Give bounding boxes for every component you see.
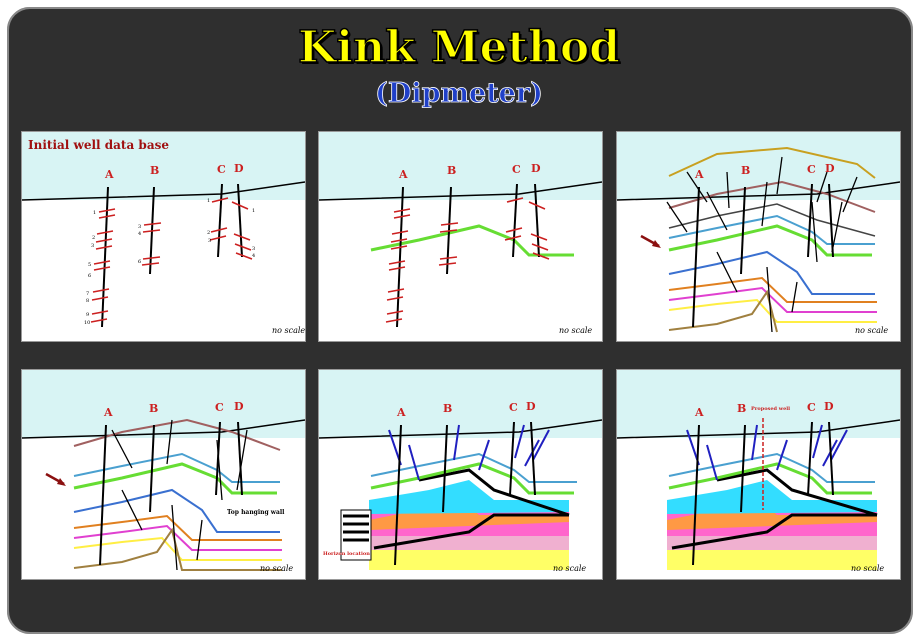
well-label-d: D — [825, 162, 835, 175]
svg-text:1: 1 — [207, 198, 210, 204]
panel-6: Proposed well A B C D no scale — [616, 369, 901, 580]
no-scale-label: no scale — [851, 564, 884, 573]
svg-text:8: 8 — [86, 298, 89, 304]
proposed-well-label: Proposed well — [751, 406, 790, 412]
panel-2: A B C D no scale — [318, 131, 603, 342]
well-label-a: A — [396, 406, 406, 419]
svg-text:4: 4 — [138, 231, 141, 237]
well-label-a: A — [694, 406, 704, 419]
svg-text:3: 3 — [138, 224, 141, 230]
well-label-b: B — [447, 164, 456, 177]
sky — [617, 132, 900, 200]
well-label-a: A — [398, 168, 408, 181]
slide-title: Kink Method — [297, 21, 620, 74]
no-scale-label: no scale — [855, 326, 888, 335]
well-label-a: A — [694, 168, 704, 181]
well-d — [237, 183, 243, 258]
svg-text:9: 9 — [86, 312, 89, 318]
horizon-location-label: Horizon location — [323, 551, 370, 557]
well-label-c: C — [509, 401, 518, 414]
svg-text:3: 3 — [252, 246, 255, 252]
well-label-c: C — [512, 163, 521, 176]
horizon-gold — [668, 146, 876, 179]
svg-text:4: 4 — [252, 253, 255, 259]
well-label-a: A — [103, 406, 113, 419]
svg-text:7: 7 — [86, 291, 89, 297]
well-label-d: D — [234, 162, 244, 175]
slide-subtitle: (Dipmeter) — [375, 78, 544, 110]
svg-text:5: 5 — [88, 262, 91, 268]
well-label-d: D — [531, 162, 541, 175]
topography-line — [319, 181, 602, 201]
well-label-c: C — [215, 401, 224, 414]
top-hanging-wall-label: Top hanging wall — [227, 509, 285, 516]
well-label-b: B — [149, 402, 158, 415]
svg-text:6: 6 — [138, 259, 141, 265]
well-a — [101, 186, 109, 328]
well-label-b: B — [443, 402, 452, 415]
well-label-d: D — [234, 400, 244, 413]
well-label-b: B — [737, 402, 746, 415]
panel-1: Initial well data base A B C D 1 2 3 5 6 7 8… — [21, 131, 306, 342]
no-scale-label: no scale — [553, 564, 586, 573]
well-c — [217, 183, 223, 258]
svg-text:1: 1 — [93, 210, 96, 216]
svg-text:2: 2 — [92, 235, 95, 241]
panel-5: Horizon location A B C D no scale — [318, 369, 603, 580]
panel-heading: Initial well data base — [28, 138, 169, 152]
panel-3: A B C D no scale — [616, 131, 901, 342]
svg-text:10: 10 — [84, 320, 90, 326]
well-label-b: B — [150, 164, 159, 177]
well-label-c: C — [807, 163, 816, 176]
topography-line — [617, 181, 900, 201]
well-label-c: C — [217, 163, 226, 176]
no-scale-label: no scale — [260, 564, 293, 573]
svg-text:2: 2 — [207, 230, 210, 236]
well-label-d: D — [526, 400, 536, 413]
well-label-d: D — [824, 400, 834, 413]
svg-text:3: 3 — [208, 238, 211, 244]
sky — [319, 132, 602, 200]
svg-text:1: 1 — [252, 208, 255, 214]
no-scale-label: no scale — [272, 326, 305, 335]
no-scale-label: no scale — [559, 326, 592, 335]
svg-text:6: 6 — [88, 273, 91, 279]
well-label-a: A — [104, 168, 114, 181]
well-label-c: C — [807, 401, 816, 414]
panel-4: A B C D Top hanging wall no scale — [21, 369, 306, 580]
well-label-b: B — [741, 164, 750, 177]
svg-text:3: 3 — [91, 243, 94, 249]
